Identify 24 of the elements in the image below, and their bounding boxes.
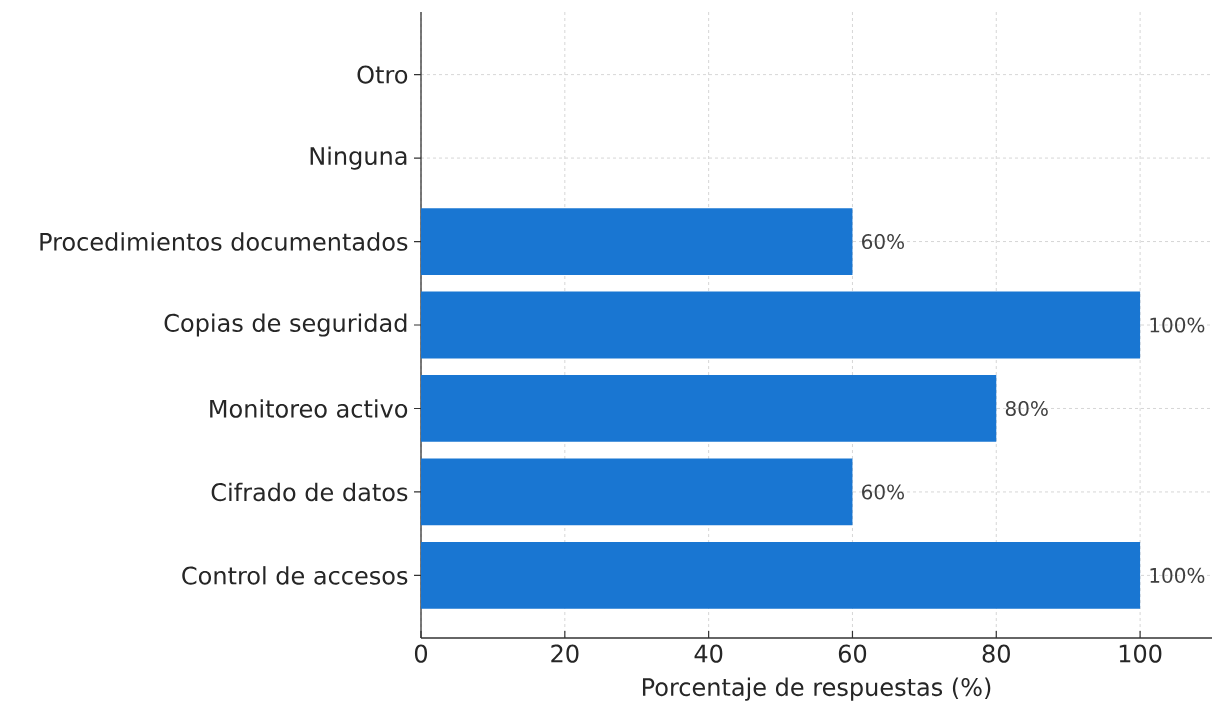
y-tick-label: Copias de seguridad xyxy=(164,313,407,337)
y-tick-label: Cifrado de datos xyxy=(211,482,408,502)
data-label: 60% xyxy=(862,484,904,500)
data-label: 80% xyxy=(1005,400,1048,417)
y-tick-label: Procedimientos documentados xyxy=(40,232,408,251)
y-tick-label: Monitoreo activo xyxy=(210,399,408,418)
y-tick-label: Ninguna xyxy=(310,146,407,170)
bar xyxy=(421,208,853,275)
x-tick-label: 80 xyxy=(982,644,1010,663)
x-tick-label: 100 xyxy=(1119,644,1162,663)
bar xyxy=(421,458,853,526)
y-tick-label: Otro xyxy=(357,65,408,84)
x-tick-label: 20 xyxy=(551,644,579,663)
bar xyxy=(421,542,1141,609)
x-tick-label: 60 xyxy=(838,644,867,663)
data-label: 100% xyxy=(1150,567,1205,583)
x-axis-title: Porcentaje de respuestas (%) xyxy=(642,677,991,701)
data-label: 100% xyxy=(1150,317,1205,333)
bar xyxy=(421,291,1141,359)
x-tick-label: 0 xyxy=(414,644,428,663)
x-tick-label: 40 xyxy=(694,644,723,663)
y-tick-label: Control de accesos xyxy=(182,566,408,585)
data-label: 60% xyxy=(862,233,904,250)
bar xyxy=(421,375,997,442)
